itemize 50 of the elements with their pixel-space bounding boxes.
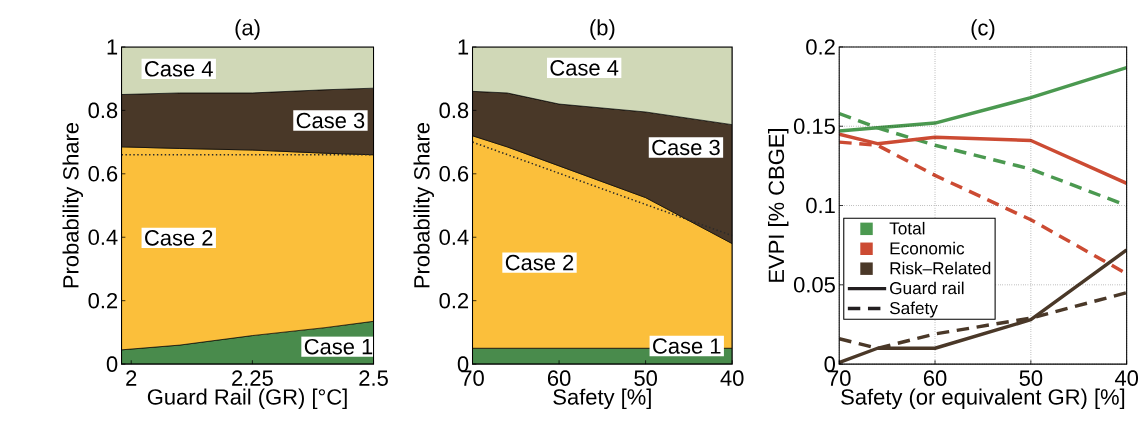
- y-tick-label: 0.1: [806, 197, 835, 214]
- y-tick-label: 0.6: [439, 166, 469, 182]
- series-label: Case 3: [296, 112, 365, 129]
- legend-label: Safety: [889, 301, 938, 318]
- chart-title: (c): [971, 19, 995, 40]
- legend-label: Risk–Related: [890, 261, 991, 275]
- y-tick-label: 0.2: [88, 293, 118, 309]
- y-tick-label: 1: [458, 39, 469, 55]
- x-tick-label: 60: [923, 370, 947, 387]
- series-label: Case 4: [145, 61, 213, 77]
- series-label: Case 3: [652, 139, 720, 156]
- legend-label: Economic: [890, 241, 965, 255]
- y-tick-label: 0.6: [88, 166, 118, 182]
- series-label: Case 4: [550, 60, 619, 76]
- x-tick-label: 2: [126, 370, 137, 386]
- legend-label: Guard rail: [890, 281, 964, 295]
- x-tick-label: 70: [461, 370, 484, 387]
- x-axis-title: Guard Rail (GR) [°C]: [147, 388, 347, 410]
- y-tick-label: 1: [107, 39, 118, 55]
- chart-title: (b): [590, 19, 615, 40]
- y-tick-label: 0.8: [439, 102, 469, 119]
- x-tick-label: 40: [1114, 370, 1139, 387]
- x-axis-title: Safety (or equivalent GR) [%]: [841, 388, 1125, 410]
- x-axis-title: Safety [%]: [553, 388, 651, 410]
- y-tick-label: 0.4: [88, 229, 118, 246]
- series-label: Case 1: [653, 338, 721, 354]
- y-tick-label: 0.2: [439, 293, 469, 309]
- y-tick-label: 0.4: [439, 229, 469, 246]
- y-tick-label: 0.8: [88, 102, 118, 119]
- x-tick-label: 2.25: [232, 370, 273, 387]
- y-tick-label: 0: [106, 356, 118, 373]
- x-tick-label: 2.5: [359, 370, 388, 387]
- series-label: Case 2: [145, 230, 213, 246]
- legend-label: Total: [889, 222, 925, 235]
- y-tick-label: 0.05: [793, 277, 835, 293]
- y-tick-label: 0: [824, 356, 835, 373]
- y-tick-label: 0.15: [793, 118, 835, 135]
- y-axis-title: Probability Share: [413, 123, 434, 288]
- x-tick-label: 40: [720, 370, 744, 387]
- series-label: Case 2: [505, 255, 574, 271]
- y-axis-title: Probability Share: [62, 123, 83, 288]
- series-label: Case 1: [304, 339, 373, 355]
- x-tick-label: 50: [634, 370, 657, 387]
- y-tick-label: 0.2: [806, 39, 835, 55]
- x-tick-label: 50: [1019, 370, 1043, 387]
- x-tick-label: 60: [547, 370, 571, 387]
- y-tick-label: 0: [457, 356, 469, 373]
- y-axis-title: EVPI [% CBGE]: [768, 129, 789, 282]
- x-tick-label: 70: [828, 370, 851, 387]
- chart-title: (a): [235, 19, 260, 40]
